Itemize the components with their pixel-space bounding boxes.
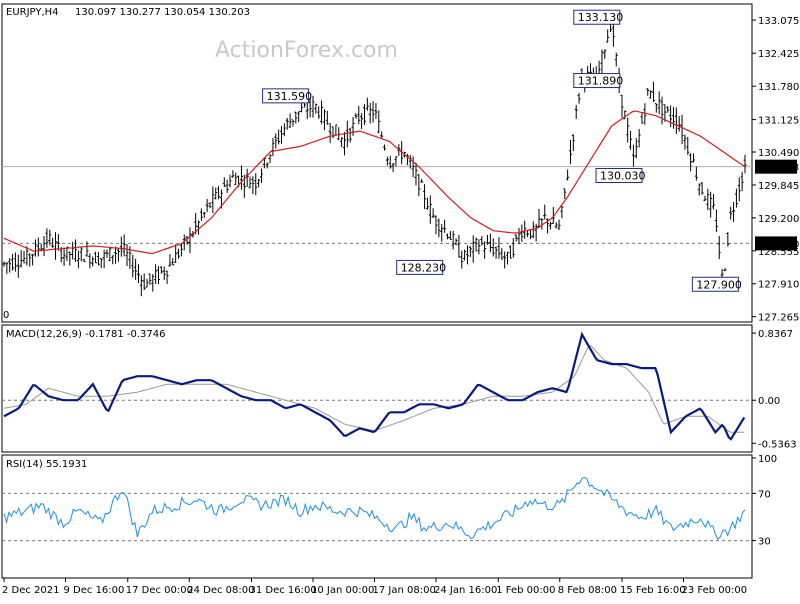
macd-line [3, 331, 746, 441]
price-axis: 133.075 132.425 131.780 131.125 130.490 129.8… [752, 16, 799, 324]
macd-signal-line [3, 345, 745, 433]
rsi-pane-title: RSI(14) 55.1931 [6, 459, 87, 470]
price-axis-tick-label: 132.425 [758, 49, 799, 60]
rsi-axis-tick-label: 100 [758, 454, 777, 465]
price-axis-tick-label: 128.555 [758, 247, 799, 258]
price-axis-tick-label: 127.910 [758, 280, 799, 291]
price-axis-tick-label: 131.125 [758, 116, 799, 127]
rsi-pane: RSI(14) 55.1931 100 70 30 [1, 454, 777, 579]
rsi-pane-frame [1, 454, 753, 579]
price-callout-label: 130.030 [600, 170, 646, 183]
time-tick-label: 15 Feb 16:00 [620, 585, 686, 596]
rsi-content [2, 476, 752, 542]
rsi-axis-tick-label: 70 [758, 489, 771, 500]
time-tick-label: 17 Dec 00:00 [126, 585, 193, 596]
price-pane-frame [1, 3, 753, 323]
macd-pane-frame [1, 324, 753, 453]
price-callout-box [396, 259, 444, 275]
price-callout-box [595, 168, 643, 184]
macd-axis-tick-label: -0.5363 [758, 439, 797, 450]
price-callout-label: 127.900 [696, 278, 742, 291]
price-callout-box [691, 276, 739, 292]
macd-axis-tick-label: 0.00 [758, 396, 780, 407]
macd-pane: MACD(12,26,9) -0.1781 -0.3746 0.8367 0.00… [1, 324, 797, 453]
time-tick-label: 9 Dec 16:00 [64, 585, 125, 596]
price-pane: EURJPY,H4 130.097 130.277 130.054 130.20… [1, 3, 799, 324]
current-price-tag-box [755, 159, 797, 174]
price-callout-label: 131.890 [578, 75, 624, 88]
macd-content [2, 331, 752, 441]
moving-average-line [3, 110, 746, 255]
time-tick-label: 24 Dec 08:00 [187, 585, 254, 596]
price-cut-label: 0 [3, 310, 9, 321]
price-callout-label: 133.130 [578, 11, 624, 24]
rsi-axis-tick-label: 30 [758, 537, 771, 548]
price-pane-title: EURJPY,H4 [6, 7, 59, 18]
price-callout-box [573, 9, 621, 25]
level-tag-box [755, 236, 797, 251]
price-axis-tick-label: 133.075 [758, 16, 799, 27]
macd-axis: 0.8367 0.00 -0.5363 [752, 329, 797, 450]
time-tick-label: 24 Jan 16:00 [434, 585, 497, 596]
price-callout-box [573, 73, 621, 89]
time-tick-label: 17 Jan 08:00 [373, 585, 436, 596]
price-axis-tick-label: 129.200 [758, 214, 799, 225]
level-tag-label: 128.700 [758, 239, 799, 250]
macd-pane-title: MACD(12,26,9) -0.1781 -0.3746 [6, 329, 166, 340]
price-axis-tick-label: 130.490 [758, 148, 799, 159]
time-tick-label: 1 Feb 00:00 [496, 585, 555, 596]
time-tick-label: 8 Feb 08:00 [558, 585, 617, 596]
time-tick-label: 31 Dec 16:00 [249, 585, 316, 596]
price-callout-label: 128.230 [401, 261, 447, 274]
price-callout-label: 131.590 [267, 90, 313, 103]
price-ohlc-header: 130.097 130.277 130.054 130.203 [75, 7, 250, 18]
price-axis-tick-label: 127.265 [758, 313, 799, 324]
price-content: 131.590 128.230 133.130 131.890 130.030 127.9… [2, 9, 752, 297]
price-axis-tick-label: 129.845 [758, 181, 799, 192]
watermark: ActionForex.com [215, 38, 398, 63]
time-tick-label: 10 Jan 00:00 [311, 585, 374, 596]
time-tick-label: 2 Dec 2021 [2, 585, 60, 596]
time-tick-label: 23 Feb 00:00 [681, 585, 747, 596]
price-axis-tick-label: 131.780 [758, 82, 799, 93]
price-callout-box [262, 88, 310, 104]
macd-axis-tick-label: 0.8367 [758, 329, 793, 340]
rsi-axis: 100 70 30 [752, 454, 777, 548]
current-price-tag-label: 130.203 [758, 163, 799, 174]
rsi-line [3, 476, 746, 541]
